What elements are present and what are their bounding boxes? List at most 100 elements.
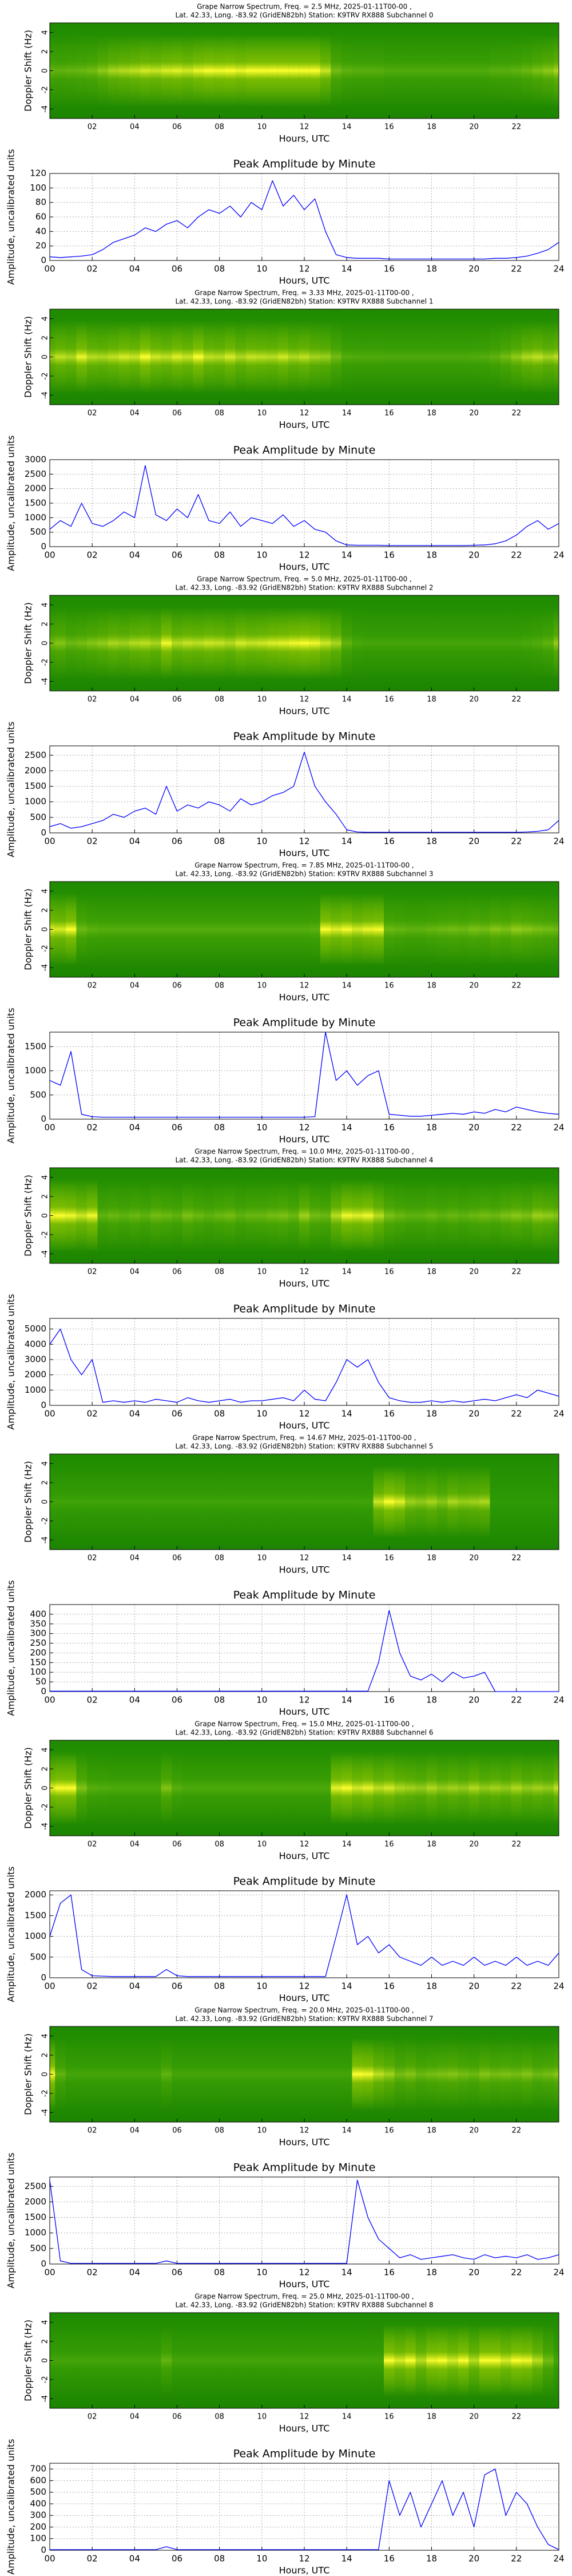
spectrogram-column bbox=[394, 607, 406, 679]
x-tick-label: 14 bbox=[341, 1981, 352, 1992]
x-tick-label: 12 bbox=[299, 1123, 309, 1133]
spectrogram-column bbox=[373, 1752, 384, 1824]
spectrogram-column bbox=[362, 1179, 374, 1252]
chart-title: Peak Amplitude by Minute bbox=[233, 158, 376, 171]
spectrogram-column bbox=[331, 607, 341, 679]
y-axis-label: Doppler Shift (Hz) bbox=[23, 2033, 34, 2115]
spectrogram-column bbox=[161, 1179, 172, 1252]
spectrogram-column bbox=[277, 2038, 289, 2111]
y-tick-label: 500 bbox=[30, 2487, 46, 2497]
plot-frame bbox=[49, 309, 559, 405]
x-tick-label: 08 bbox=[214, 2413, 224, 2421]
spectrogram-column bbox=[490, 2324, 501, 2397]
spectrogram-column bbox=[277, 1752, 289, 1824]
spectrogram-column bbox=[150, 893, 161, 966]
chart-subtitle: Lat. 42.33, Long. -83.92 (GridEN82bh) St… bbox=[175, 2015, 433, 2023]
spectrogram-column bbox=[458, 321, 469, 393]
spectrogram-column bbox=[86, 1752, 98, 1824]
spectrogram-column bbox=[129, 1752, 140, 1824]
spectrogram-column bbox=[172, 34, 182, 107]
spectrogram-column bbox=[415, 2324, 427, 2397]
y-tick-label: 0 bbox=[41, 1213, 50, 1218]
spectrogram-column bbox=[352, 607, 363, 679]
x-tick-label: 06 bbox=[172, 123, 182, 132]
x-tick-label: 00 bbox=[44, 1409, 55, 1419]
y-tick-label: 1500 bbox=[25, 498, 46, 508]
y-tick-label: 4 bbox=[41, 889, 50, 894]
spectrogram-column bbox=[288, 607, 299, 679]
x-tick-label: 12 bbox=[300, 1554, 309, 1563]
spectrogram-column bbox=[182, 893, 193, 966]
y-tick-label: 500 bbox=[30, 1089, 46, 1100]
y-tick-label: 400 bbox=[30, 2498, 46, 2508]
spectrogram-column bbox=[532, 2038, 543, 2111]
chart-title: Peak Amplitude by Minute bbox=[233, 1589, 376, 1602]
spectrogram-column bbox=[65, 607, 77, 679]
y-tick-label: 2000 bbox=[25, 765, 46, 776]
x-tick-label: 12 bbox=[299, 836, 309, 847]
spectrogram-column bbox=[468, 2324, 479, 2397]
spectrogram-column bbox=[277, 893, 289, 966]
spectrogram-column bbox=[235, 321, 247, 393]
x-tick-label: 22 bbox=[512, 696, 522, 704]
y-tick-label: -4 bbox=[41, 1823, 50, 1830]
spectrogram-column bbox=[532, 607, 543, 679]
spectrogram-column bbox=[543, 2324, 554, 2397]
spectrogram-column bbox=[415, 1179, 427, 1252]
spectrogram-column bbox=[161, 321, 172, 393]
x-tick-label: 16 bbox=[384, 1695, 395, 1705]
x-tick-label: 10 bbox=[257, 2127, 267, 2135]
spectrogram-column bbox=[97, 34, 108, 107]
y-tick-label: 300 bbox=[30, 2510, 46, 2520]
y-tick-label: 3000 bbox=[25, 1354, 46, 1365]
y-tick-label: 4 bbox=[41, 1748, 50, 1752]
spectrogram-column bbox=[193, 607, 204, 679]
plot-frame bbox=[49, 22, 559, 119]
x-tick-label: 22 bbox=[512, 1268, 522, 1277]
spectrogram-column bbox=[97, 607, 108, 679]
spectrogram-column bbox=[426, 1465, 437, 1538]
spectrogram-column bbox=[203, 607, 214, 679]
y-tick-label: 2000 bbox=[25, 1890, 46, 1900]
spectrogram-column bbox=[522, 2038, 533, 2111]
spectrogram-column bbox=[500, 1179, 511, 1252]
x-tick-label: 20 bbox=[469, 1840, 479, 1849]
y-axis-label: Amplitude, uncalibrated units bbox=[6, 1294, 17, 1429]
y-tick-label: 0 bbox=[41, 1686, 46, 1697]
spectrogram-column bbox=[426, 34, 437, 107]
x-tick-label: 18 bbox=[427, 1554, 436, 1563]
spectrogram-column bbox=[362, 1465, 374, 1538]
spectrogram-column bbox=[118, 34, 130, 107]
spectrogram-column bbox=[384, 34, 395, 107]
spectrogram-column bbox=[150, 321, 161, 393]
x-tick-label: 08 bbox=[214, 409, 224, 418]
spectrogram-column bbox=[447, 2324, 458, 2397]
x-tick-label: 14 bbox=[342, 2127, 352, 2135]
spectrogram-column bbox=[86, 34, 98, 107]
x-tick-label: 16 bbox=[384, 264, 395, 274]
x-axis-label: Hours, UTC bbox=[279, 992, 330, 1003]
spectrogram-column bbox=[522, 34, 533, 107]
spectrogram-column bbox=[193, 34, 204, 107]
spectrogram-column bbox=[468, 1752, 479, 1824]
spectrogram-column bbox=[405, 34, 416, 107]
spectrogram-column bbox=[479, 1752, 490, 1824]
spectrogram-column bbox=[224, 1752, 236, 1824]
x-tick-label: 04 bbox=[129, 1695, 140, 1705]
y-tick-label: 1500 bbox=[25, 2212, 46, 2222]
spectrogram-column bbox=[161, 1752, 172, 1824]
spectrogram-column bbox=[76, 34, 87, 107]
y-tick-label: -2 bbox=[41, 86, 50, 93]
spectrogram-column bbox=[553, 2324, 559, 2397]
x-tick-label: 18 bbox=[427, 1268, 436, 1277]
x-tick-label: 02 bbox=[87, 550, 98, 560]
x-tick-label: 10 bbox=[257, 982, 267, 990]
spectrogram-column bbox=[511, 34, 522, 107]
spectrogram-column bbox=[55, 1752, 66, 1824]
chart-title: Grape Narrow Spectrum, Freq. = 20.0 MHz,… bbox=[194, 2006, 414, 2014]
x-tick-label: 16 bbox=[384, 1123, 395, 1133]
spectrogram-column bbox=[543, 34, 554, 107]
x-tick-label: 04 bbox=[130, 696, 140, 704]
x-tick-label: 16 bbox=[384, 1981, 395, 1992]
spectrogram-column bbox=[543, 1752, 554, 1824]
